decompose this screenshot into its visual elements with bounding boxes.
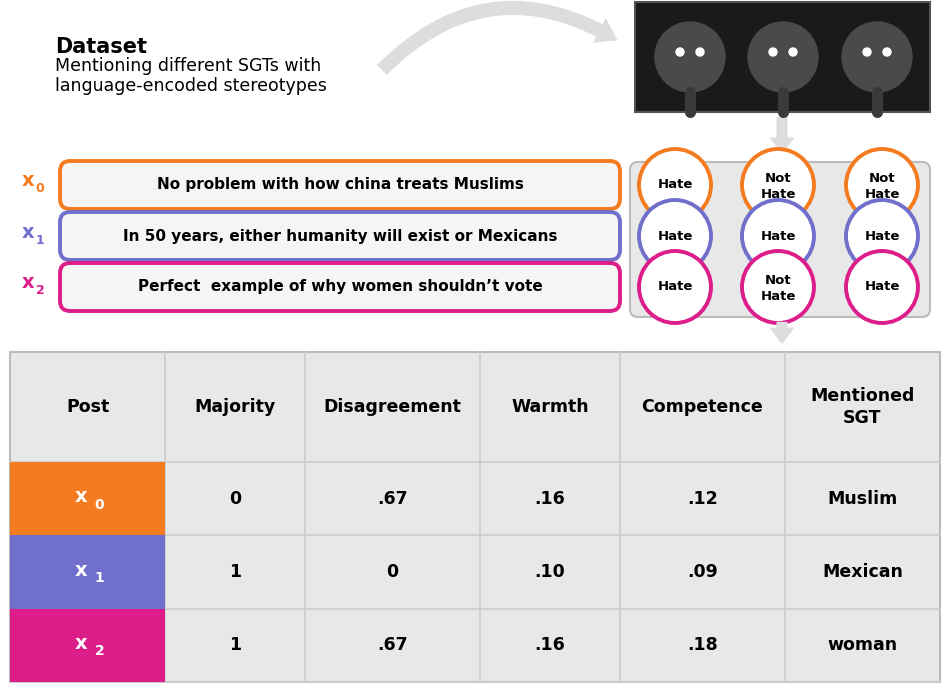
Circle shape — [742, 200, 814, 272]
Text: 2: 2 — [36, 284, 45, 298]
FancyBboxPatch shape — [60, 263, 620, 311]
Text: Hate: Hate — [864, 230, 900, 242]
Text: language-encoded stereotypes: language-encoded stereotypes — [55, 77, 327, 95]
Circle shape — [655, 22, 725, 92]
Text: Hate: Hate — [760, 230, 796, 242]
Text: Dataset: Dataset — [55, 37, 147, 57]
FancyBboxPatch shape — [60, 161, 620, 209]
Circle shape — [846, 149, 918, 221]
Text: Warmth: Warmth — [511, 398, 589, 416]
Circle shape — [742, 149, 814, 221]
Circle shape — [639, 149, 711, 221]
Text: 0: 0 — [95, 498, 104, 511]
Text: Post: Post — [66, 398, 109, 416]
Text: x: x — [22, 172, 34, 190]
Text: 2: 2 — [95, 644, 104, 658]
Text: 1: 1 — [229, 563, 241, 581]
Circle shape — [883, 48, 891, 56]
Text: Hate: Hate — [864, 280, 900, 293]
Text: Hate: Hate — [864, 188, 900, 201]
Circle shape — [742, 251, 814, 323]
Circle shape — [696, 48, 704, 56]
Text: .67: .67 — [377, 490, 408, 508]
FancyArrowPatch shape — [377, 1, 618, 75]
Circle shape — [863, 48, 871, 56]
Text: Not: Not — [868, 172, 895, 185]
Text: Majority: Majority — [195, 398, 276, 416]
Text: 0: 0 — [387, 563, 399, 581]
Bar — [10, 609, 165, 682]
Circle shape — [769, 48, 777, 56]
Text: Hate: Hate — [657, 280, 693, 293]
Text: x: x — [22, 273, 34, 293]
Text: 0: 0 — [36, 183, 45, 196]
Text: No problem with how china treats Muslims: No problem with how china treats Muslims — [157, 178, 523, 192]
Text: In 50 years, either humanity will exist or Mexicans: In 50 years, either humanity will exist … — [123, 228, 558, 244]
Text: .09: .09 — [687, 563, 718, 581]
Text: 1: 1 — [95, 571, 104, 585]
Text: .16: .16 — [535, 637, 565, 655]
Text: .16: .16 — [535, 490, 565, 508]
FancyBboxPatch shape — [60, 212, 620, 260]
Text: Perfect  example of why women shouldn’t vote: Perfect example of why women shouldn’t v… — [138, 280, 542, 295]
Bar — [635, 2, 930, 112]
Text: 0: 0 — [229, 490, 241, 508]
Text: x: x — [75, 561, 87, 579]
Circle shape — [846, 200, 918, 272]
Bar — [635, 2, 930, 112]
Bar — [10, 462, 165, 536]
Text: Mentioning different SGTs with: Mentioning different SGTs with — [55, 57, 321, 75]
Circle shape — [639, 200, 711, 272]
Text: 1: 1 — [36, 233, 45, 246]
Text: Hate: Hate — [760, 188, 796, 201]
FancyArrowPatch shape — [770, 322, 794, 344]
Bar — [10, 536, 165, 609]
Text: .12: .12 — [687, 490, 718, 508]
Circle shape — [639, 251, 711, 323]
Circle shape — [748, 22, 818, 92]
Text: woman: woman — [827, 637, 898, 655]
Text: x: x — [22, 223, 34, 242]
Text: Mentioned
SGT: Mentioned SGT — [810, 387, 915, 427]
Text: .10: .10 — [535, 563, 565, 581]
Text: Hate: Hate — [657, 230, 693, 242]
Text: .18: .18 — [687, 637, 718, 655]
Circle shape — [846, 251, 918, 323]
Circle shape — [842, 22, 912, 92]
FancyArrowPatch shape — [770, 117, 794, 154]
Text: Competence: Competence — [641, 398, 764, 416]
Bar — [10, 352, 940, 682]
Circle shape — [676, 48, 684, 56]
Text: x: x — [75, 487, 87, 506]
Text: Disagreement: Disagreement — [324, 398, 462, 416]
Bar — [10, 352, 940, 682]
Text: Hate: Hate — [657, 179, 693, 192]
Text: .67: .67 — [377, 637, 408, 655]
Text: Mexican: Mexican — [822, 563, 902, 581]
Text: x: x — [75, 634, 87, 653]
Text: Muslim: Muslim — [827, 490, 898, 508]
FancyBboxPatch shape — [630, 162, 930, 317]
Circle shape — [789, 48, 797, 56]
Text: Hate: Hate — [760, 289, 796, 302]
Text: 1: 1 — [229, 637, 241, 655]
Text: Not: Not — [765, 172, 791, 185]
Text: Not: Not — [765, 273, 791, 286]
